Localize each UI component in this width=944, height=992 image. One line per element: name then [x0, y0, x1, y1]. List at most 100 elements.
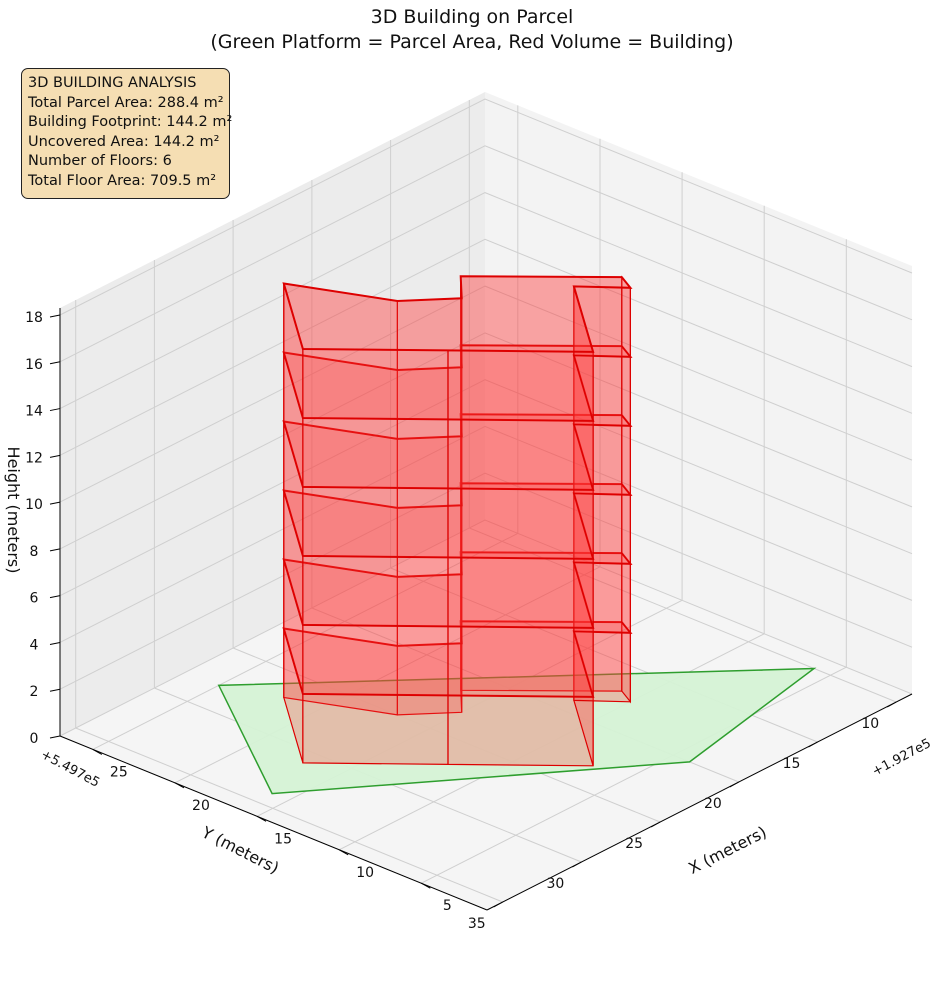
grid-line-z: [59, 238, 913, 456]
x-tick-mark: [174, 782, 185, 789]
building-wall: [302, 417, 449, 490]
z-tick-mark: [49, 454, 61, 458]
z-axis-label: Height (meters): [4, 447, 23, 574]
x-tick-mark: [92, 748, 103, 755]
z-tick-mark: [49, 688, 61, 692]
grid-line-z: [59, 332, 913, 550]
building-floor: [282, 275, 633, 422]
grid-line-z: [59, 519, 913, 737]
z-tick-label: 12: [25, 450, 43, 466]
y-tick-label: 10: [861, 716, 879, 732]
z-tick-label: 2: [30, 684, 39, 700]
analysis-info-box: 3D BUILDING ANALYSIS Total Parcel Area: …: [21, 68, 233, 199]
back-pane-y: [485, 92, 912, 694]
building-floor: [282, 620, 633, 767]
info-line-floors: Number of Floors: 6: [28, 153, 172, 170]
y-tick-label: 15: [783, 756, 801, 772]
z-tick-label: 8: [30, 544, 39, 560]
y-axis-line: [486, 693, 913, 911]
grid-line-z: [59, 145, 913, 363]
x-axis-label: X (meters): [685, 822, 769, 878]
info-line-parcel-area: Total Parcel Area: 288.4 m²: [28, 94, 224, 111]
z-tick-label: 0: [30, 731, 39, 747]
building-wall: [302, 624, 449, 697]
z-tick-label: 14: [25, 404, 43, 420]
chart-title-line-2: (Green Platform = Parcel Area, Red Volum…: [210, 31, 734, 53]
y-tick-label: 25: [625, 836, 643, 852]
plot-data: [217, 275, 817, 795]
building-floor: [282, 413, 633, 560]
chart-title-line-1: 3D Building on Parcel: [370, 6, 574, 28]
x-tick-label: 10: [356, 865, 374, 881]
building-wall: [447, 487, 594, 560]
y-offset-label: +5.497e5: [38, 747, 102, 790]
z-tick-label: 6: [30, 591, 39, 607]
y-tick-label: 30: [547, 876, 565, 892]
building-floor: [282, 482, 633, 629]
z-tick-label: 16: [25, 357, 43, 373]
building-wall: [447, 694, 594, 767]
z-tick-mark: [49, 595, 61, 599]
grid-line-z: [59, 98, 913, 316]
parcel-platform: [217, 667, 817, 795]
y-tick-label: 35: [468, 916, 486, 932]
grid-line-z: [59, 472, 913, 690]
info-line-floor-area: Total Floor Area: 709.5 m²: [28, 172, 217, 189]
z-tick-mark: [49, 361, 61, 365]
building-wall: [447, 349, 594, 422]
building-wall: [302, 693, 449, 766]
building-wall: [621, 413, 632, 497]
axis-lines: [49, 308, 913, 911]
y-tick-label: 20: [704, 796, 722, 812]
building-floor: [282, 551, 633, 698]
grid-line-z: [59, 379, 913, 597]
x-tick-mark: [338, 849, 349, 856]
back-pane-x: [60, 92, 485, 736]
y-tick-mark: [887, 701, 897, 708]
info-heading: 3D BUILDING ANALYSIS: [28, 75, 197, 91]
z-tick-mark: [49, 408, 61, 412]
building-wall: [621, 551, 632, 635]
x-tick-label: 25: [110, 764, 128, 780]
x-offset-label: +1.927e5: [870, 736, 934, 779]
building-wall: [302, 348, 449, 421]
building-wall: [621, 344, 632, 428]
y-tick-mark: [729, 781, 740, 788]
z-tick-label: 4: [30, 637, 39, 653]
building-wall: [302, 555, 449, 628]
y-tick-mark: [808, 741, 818, 748]
z-tick-mark: [49, 501, 61, 505]
building-wall: [447, 418, 594, 491]
x-axis-line: [59, 735, 488, 911]
x-tick-mark: [256, 815, 267, 822]
x-tick-mark: [421, 882, 431, 889]
info-line-footprint: Building Footprint: 144.2 m²: [28, 114, 233, 131]
building-wall: [621, 275, 632, 359]
y-axis-label: Y (meters): [198, 822, 282, 877]
grid-line-z: [59, 285, 913, 503]
grid-line-z: [59, 192, 913, 410]
y-tick-mark: [650, 821, 661, 828]
building-wall: [447, 556, 594, 629]
z-tick-mark: [49, 314, 61, 318]
building-wall: [621, 620, 632, 704]
z-tick-mark: [49, 641, 61, 645]
z-tick-mark: [49, 548, 61, 552]
y-tick-mark: [572, 861, 582, 868]
y-tick-mark: [493, 901, 503, 908]
building-wall: [302, 486, 449, 559]
building-floor: [282, 344, 633, 491]
z-tick-mark: [49, 735, 61, 739]
x-tick-label: 20: [192, 798, 210, 814]
z-tick-label: 18: [25, 310, 43, 326]
x-tick-label: 15: [274, 831, 292, 847]
z-tick-label: 10: [25, 497, 43, 513]
info-line-uncovered: Uncovered Area: 144.2 m²: [28, 133, 220, 150]
grid-line-z: [59, 425, 913, 643]
building-wall: [621, 482, 632, 566]
building-slab: [282, 275, 633, 353]
building-wall: [447, 625, 594, 698]
x-tick-label: 5: [443, 898, 452, 914]
